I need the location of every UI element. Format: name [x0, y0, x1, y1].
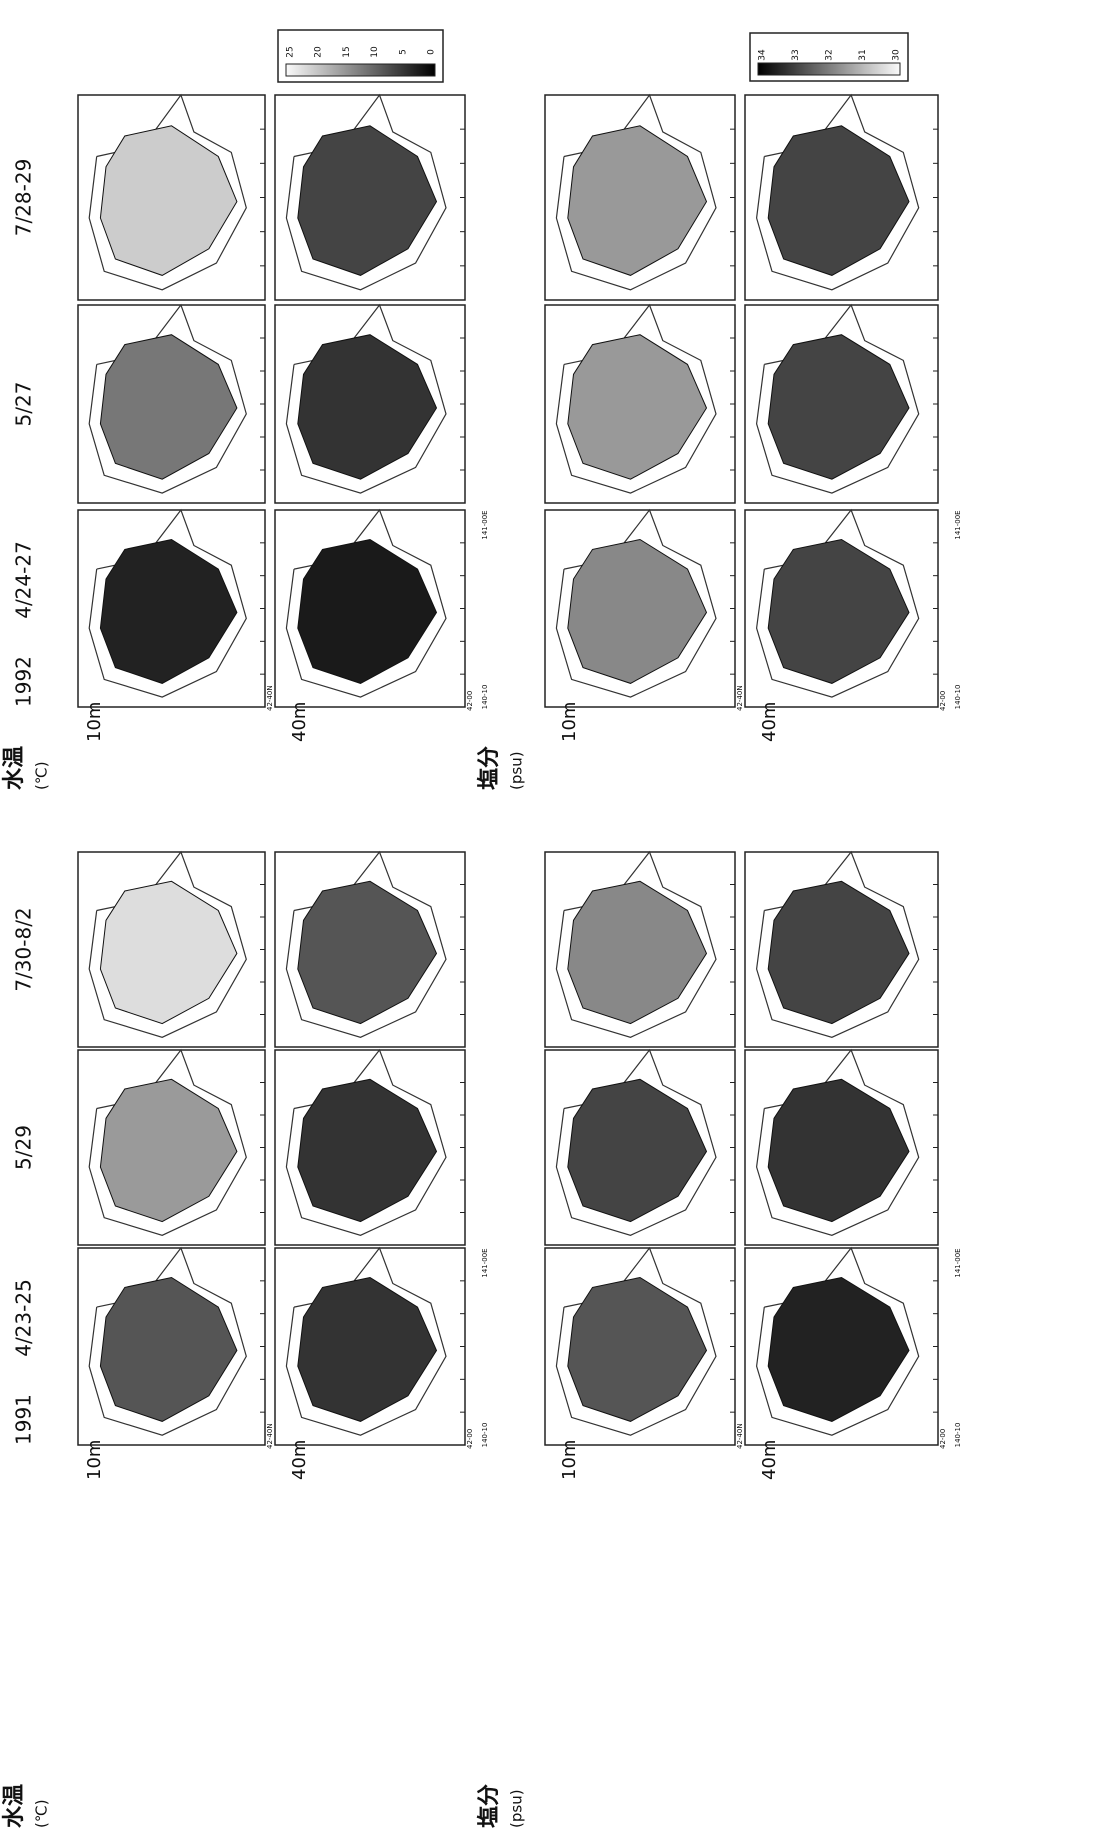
- legend-tick-label: 30: [892, 49, 902, 61]
- lat-label: 42-00: [466, 691, 474, 711]
- date-label: 5/27: [12, 382, 36, 427]
- depth-label: 40m: [289, 702, 310, 742]
- figure: 4/23-25 5/29 7/30-8/2 1991 水温 (℃) 10m 40m 42-40N…: [0, 0, 1119, 1831]
- lon-label: 140-10: [481, 685, 489, 710]
- lon-label: 141-00E: [954, 1248, 962, 1277]
- lat-label: 42-00: [939, 691, 947, 711]
- depth-label: 10m: [84, 1440, 105, 1480]
- legend-tick-label: 33: [791, 49, 801, 60]
- lon-label: 141-00E: [481, 1248, 489, 1277]
- depth-label: 40m: [759, 1440, 780, 1480]
- section-title: 塩分: [476, 1784, 502, 1828]
- legend-tick-label: 15: [342, 46, 352, 57]
- lat-label: 42-40N: [266, 1423, 274, 1449]
- lat-label: 42-40N: [266, 685, 274, 711]
- section-unit: (psu): [508, 751, 526, 790]
- lon-label: 141-00E: [481, 510, 489, 539]
- depth-label: 10m: [559, 1440, 580, 1480]
- legend-colorbar: [758, 63, 900, 75]
- lat-label: 42-40N: [736, 1423, 744, 1449]
- section-title: 水温: [2, 746, 27, 790]
- legend-tick-label: 10: [370, 46, 380, 58]
- lat-label: 42-40N: [736, 685, 744, 711]
- lon-label: 140-10: [954, 1423, 962, 1448]
- section-title: 塩分: [476, 746, 502, 790]
- section-title: 水温: [2, 1784, 27, 1828]
- legend-tick-label: 32: [825, 49, 835, 60]
- year-label: 1992: [12, 656, 36, 707]
- date-label: 7/28-29: [12, 159, 36, 237]
- depth-label: 40m: [289, 1440, 310, 1480]
- legend-tick-label: 0: [427, 49, 437, 55]
- date-label: 7/30-8/2: [12, 907, 36, 991]
- depth-label: 10m: [84, 702, 105, 742]
- depth-label: 10m: [559, 702, 580, 742]
- date-label: 4/24-27: [12, 541, 36, 619]
- lon-label: 140-10: [481, 1423, 489, 1448]
- legend-tick-label: 20: [314, 46, 324, 58]
- section-unit: (psu): [508, 1789, 526, 1828]
- date-label: 5/29: [12, 1125, 36, 1170]
- legend-tick-label: 5: [398, 49, 408, 55]
- legend-tick-label: 25: [286, 46, 296, 57]
- lon-label: 141-00E: [954, 510, 962, 539]
- lat-label: 42-00: [466, 1429, 474, 1449]
- depth-label: 40m: [759, 702, 780, 742]
- section-unit: (℃): [33, 1799, 51, 1828]
- lon-label: 140-10: [954, 685, 962, 710]
- lat-label: 42-00: [939, 1429, 947, 1449]
- legend-colorbar: [286, 64, 435, 76]
- legend-tick-label: 34: [758, 49, 768, 61]
- year-label: 1991: [12, 1394, 36, 1445]
- date-label: 4/23-25: [12, 1279, 36, 1357]
- section-unit: (℃): [33, 761, 51, 790]
- legend-tick-label: 31: [858, 49, 868, 60]
